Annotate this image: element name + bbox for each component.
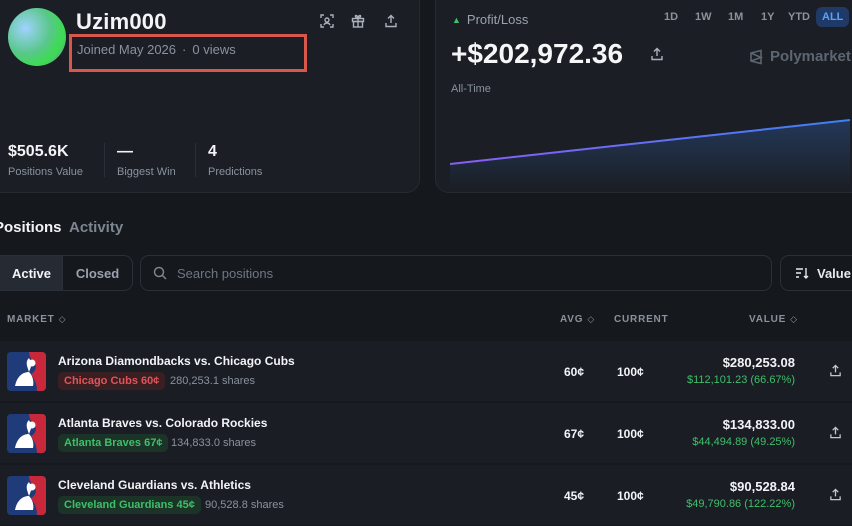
position-value: $90,528.84	[729, 479, 795, 494]
range-all[interactable]: ALL	[816, 7, 850, 27]
market-title[interactable]: Arizona Diamondbacks vs. Chicago Cubs	[58, 354, 295, 368]
avg-price: 67¢	[564, 427, 585, 441]
position-pnl: $49,790.86 (122.22%)	[686, 498, 795, 510]
view-count: 0 views	[192, 42, 236, 57]
position-pnl: $112,101.23 (66.67%)	[686, 374, 795, 386]
stat-label: Predictions	[208, 166, 263, 178]
position-pnl: $44,494.89 (49.25%)	[692, 436, 795, 448]
position-value: $280,253.08	[722, 355, 795, 370]
stat-label: Positions Value	[8, 166, 84, 178]
avatar[interactable]	[8, 8, 66, 66]
share-icon[interactable]	[382, 12, 400, 30]
column-avg[interactable]: AVG ◇	[560, 314, 595, 325]
polymarket-brand: Polymarket	[748, 48, 851, 65]
filter-active[interactable]: Active	[0, 256, 62, 290]
pnl-line	[450, 119, 850, 165]
mlb-logo-icon	[7, 352, 46, 391]
share-icon[interactable]	[650, 47, 664, 66]
range-ytd[interactable]: YTD	[788, 11, 810, 23]
table-row[interactable]: Cleveland Guardians vs. Athletics Clevel…	[0, 465, 852, 525]
stat-value: —	[117, 143, 133, 160]
mlb-logo-icon	[7, 476, 46, 515]
search-box	[140, 255, 772, 291]
sort-button[interactable]: Value	[780, 255, 852, 291]
avg-price: 60¢	[564, 365, 585, 379]
joined-date: Joined May 2026	[77, 42, 177, 57]
share-icon[interactable]	[829, 426, 842, 444]
market-title[interactable]: Atlanta Braves vs. Colorado Rockies	[58, 416, 268, 430]
pnl-period: All-Time	[451, 83, 491, 95]
sort-icon	[796, 268, 809, 279]
search-icon	[153, 266, 167, 280]
current-price: 100¢	[617, 365, 644, 379]
share-icon[interactable]	[829, 488, 842, 506]
stat-label: Biggest Win	[117, 166, 176, 178]
sort-arrows-icon: ◇	[58, 314, 67, 324]
gift-icon[interactable]	[349, 12, 367, 30]
outcome-badge: Chicago Cubs 60¢	[58, 372, 166, 390]
pnl-title-label: Profit/Loss	[466, 12, 529, 27]
polymarket-logo-icon	[750, 48, 764, 65]
column-value-label: VALUE	[749, 314, 787, 325]
filter-closed[interactable]: Closed	[62, 256, 132, 290]
range-1w[interactable]: 1W	[695, 11, 712, 23]
pnl-chart	[450, 119, 850, 188]
range-1m[interactable]: 1M	[728, 11, 744, 23]
triangle-up-icon: ▲	[452, 14, 461, 25]
column-avg-label: AVG	[560, 314, 584, 325]
scan-icon[interactable]	[318, 12, 336, 30]
range-1y[interactable]: 1Y	[761, 11, 775, 23]
current-price: 100¢	[617, 427, 644, 441]
market-title[interactable]: Cleveland Guardians vs. Athletics	[58, 478, 251, 492]
search-input[interactable]	[177, 265, 737, 281]
separator: ·	[182, 42, 187, 57]
stat-value: $505.6K	[8, 143, 69, 160]
stat-positions-value: $505.6K Positions Value	[8, 143, 83, 178]
tab-positions[interactable]: Positions	[0, 219, 62, 236]
column-value[interactable]: VALUE ◇	[749, 314, 798, 325]
username: Uzim000	[76, 9, 167, 34]
table-row[interactable]: Atlanta Braves vs. Colorado Rockies Atla…	[0, 403, 852, 463]
sort-arrows-icon: ◇	[790, 314, 798, 324]
current-price: 100¢	[617, 489, 644, 503]
divider	[104, 143, 105, 177]
outcome-badge: Cleveland Guardians 45¢	[58, 496, 201, 514]
shares-count: 134,833.0 shares	[171, 437, 257, 449]
tab-activity[interactable]: Activity	[69, 219, 124, 236]
stat-biggest-win: — Biggest Win	[117, 143, 176, 178]
shares-count: 280,253.1 shares	[170, 375, 256, 387]
brand-label: Polymarket	[770, 48, 851, 65]
column-current: CURRENT	[614, 314, 669, 325]
pnl-value: +$202,972.36	[451, 38, 624, 69]
sort-arrows-icon: ◇	[587, 314, 596, 324]
share-icon[interactable]	[829, 364, 842, 382]
column-market[interactable]: MARKET ◇	[7, 314, 66, 325]
avg-price: 45¢	[564, 489, 585, 503]
column-current-label: CURRENT	[614, 314, 669, 325]
table-row[interactable]: Arizona Diamondbacks vs. Chicago Cubs Ch…	[0, 341, 852, 401]
column-market-label: MARKET	[7, 314, 55, 325]
sort-label: Value	[817, 265, 851, 281]
shares-count: 90,528.8 shares	[205, 499, 284, 511]
stat-predictions: 4 Predictions	[208, 143, 262, 178]
highlight-box	[69, 34, 307, 72]
stat-value: 4	[208, 143, 217, 160]
mlb-logo-icon	[7, 414, 46, 453]
outcome-badge: Atlanta Braves 67¢	[58, 434, 169, 452]
joined-info: Joined May 2026 · 0 views	[77, 42, 236, 57]
profile-card	[0, 0, 420, 193]
position-value: $134,833.00	[722, 417, 795, 432]
pnl-area	[450, 120, 850, 188]
status-toggle: Active Closed	[0, 255, 133, 291]
range-1d[interactable]: 1D	[664, 11, 679, 23]
divider	[195, 143, 196, 177]
pnl-title: ▲ Profit/Loss	[452, 12, 528, 27]
